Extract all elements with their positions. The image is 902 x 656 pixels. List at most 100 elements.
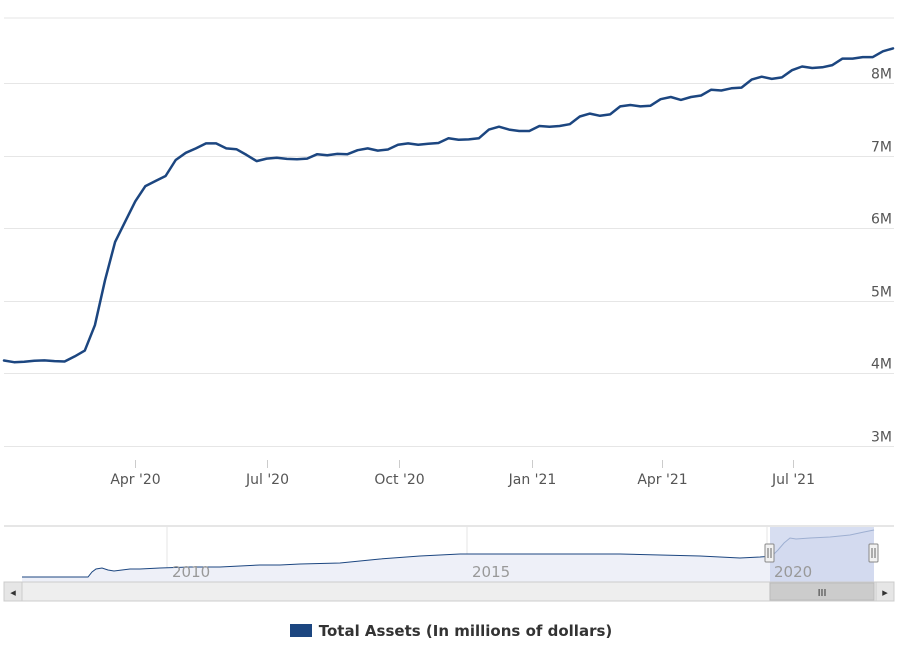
data-point[interactable] <box>819 64 825 70</box>
data-point[interactable] <box>435 140 441 146</box>
data-point[interactable] <box>132 198 138 204</box>
data-point[interactable] <box>163 173 169 179</box>
data-point[interactable] <box>82 348 88 354</box>
data-point[interactable] <box>284 156 290 162</box>
data-point[interactable] <box>173 157 179 163</box>
data-point[interactable] <box>72 353 78 359</box>
data-point[interactable] <box>597 113 603 119</box>
data-point[interactable] <box>153 178 159 184</box>
data-point[interactable] <box>405 140 411 146</box>
data-point[interactable] <box>466 136 472 142</box>
data-point[interactable] <box>112 239 118 245</box>
data-point[interactable] <box>637 103 643 109</box>
data-point[interactable] <box>203 140 209 146</box>
data-point[interactable] <box>385 147 391 153</box>
data-point[interactable] <box>294 156 300 162</box>
data-point[interactable] <box>698 93 704 99</box>
data-point[interactable] <box>880 48 886 54</box>
data-point[interactable] <box>102 277 108 283</box>
data-point[interactable] <box>365 145 371 151</box>
data-point[interactable] <box>718 88 724 94</box>
data-point[interactable] <box>607 111 613 117</box>
data-point[interactable] <box>62 359 68 365</box>
data-point[interactable] <box>870 54 876 60</box>
data-point[interactable] <box>415 142 421 148</box>
scrollbar[interactable]: ◂ III ▸ <box>3 581 895 602</box>
data-point[interactable] <box>21 359 27 365</box>
data-point[interactable] <box>395 142 401 148</box>
data-point[interactable] <box>547 124 553 130</box>
data-point[interactable] <box>516 128 522 134</box>
data-point[interactable] <box>708 87 714 93</box>
data-point[interactable] <box>264 156 270 162</box>
data-point[interactable] <box>587 111 593 117</box>
data-point[interactable] <box>789 67 795 73</box>
data-point[interactable] <box>314 151 320 157</box>
data-point[interactable] <box>446 135 452 141</box>
data-point[interactable] <box>274 155 280 161</box>
data-point[interactable] <box>11 359 17 365</box>
data-point[interactable] <box>345 151 351 157</box>
data-point[interactable] <box>254 158 260 164</box>
data-point[interactable] <box>334 151 340 157</box>
data-point[interactable] <box>860 54 866 60</box>
data-point[interactable] <box>1 358 7 364</box>
data-point[interactable] <box>779 74 785 80</box>
data-point[interactable] <box>324 152 330 158</box>
navigator-left-handle[interactable] <box>764 543 775 563</box>
data-point[interactable] <box>506 127 512 133</box>
data-point[interactable] <box>739 85 745 91</box>
data-point[interactable] <box>526 128 532 134</box>
data-point[interactable] <box>840 56 846 62</box>
navigator-right-handle[interactable] <box>868 543 879 563</box>
data-point[interactable] <box>456 137 462 143</box>
data-point[interactable] <box>425 141 431 147</box>
data-point[interactable] <box>41 357 47 363</box>
data-point[interactable] <box>122 219 128 225</box>
legend[interactable]: Total Assets (In millions of dollars) <box>0 622 902 640</box>
data-point[interactable] <box>223 145 229 151</box>
data-point[interactable] <box>304 156 310 162</box>
navigator[interactable]: 2010 2015 2020 <box>4 525 894 582</box>
data-point[interactable] <box>668 94 674 100</box>
data-point[interactable] <box>617 103 623 109</box>
data-point[interactable] <box>648 103 654 109</box>
data-point[interactable] <box>799 64 805 70</box>
data-point[interactable] <box>536 123 542 129</box>
data-point[interactable] <box>759 74 765 80</box>
data-point[interactable] <box>142 183 148 189</box>
data-point[interactable] <box>496 124 502 130</box>
data-point[interactable] <box>728 85 734 91</box>
data-point[interactable] <box>31 358 37 364</box>
data-point[interactable] <box>244 152 250 158</box>
data-point[interactable] <box>809 65 815 71</box>
scrollbar-thumb[interactable] <box>769 582 875 601</box>
scrollbar-track[interactable] <box>3 581 895 602</box>
data-point[interactable] <box>355 147 361 153</box>
navigator-selected-range[interactable] <box>770 527 874 582</box>
data-point[interactable] <box>749 77 755 83</box>
data-point[interactable] <box>486 127 492 133</box>
data-point[interactable] <box>52 358 58 364</box>
data-point[interactable] <box>688 94 694 100</box>
data-point[interactable] <box>678 97 684 103</box>
data-point[interactable] <box>577 114 583 120</box>
data-point[interactable] <box>850 56 856 62</box>
data-point[interactable] <box>627 102 633 108</box>
data-point[interactable] <box>92 322 98 328</box>
data-point[interactable] <box>213 140 219 146</box>
data-point[interactable] <box>567 121 573 127</box>
data-point[interactable] <box>890 45 896 51</box>
data-point[interactable] <box>193 145 199 151</box>
data-point[interactable] <box>769 76 775 82</box>
data-point[interactable] <box>476 135 482 141</box>
data-point[interactable] <box>557 123 563 129</box>
data-point[interactable] <box>658 96 664 102</box>
data-point[interactable] <box>829 62 835 68</box>
scrollbar-right-button[interactable] <box>875 581 895 602</box>
series-line-total-assets[interactable] <box>2 47 895 364</box>
data-point[interactable] <box>183 150 189 156</box>
scrollbar-left-button[interactable] <box>3 581 23 602</box>
data-point[interactable] <box>233 146 239 152</box>
data-point[interactable] <box>375 148 381 154</box>
